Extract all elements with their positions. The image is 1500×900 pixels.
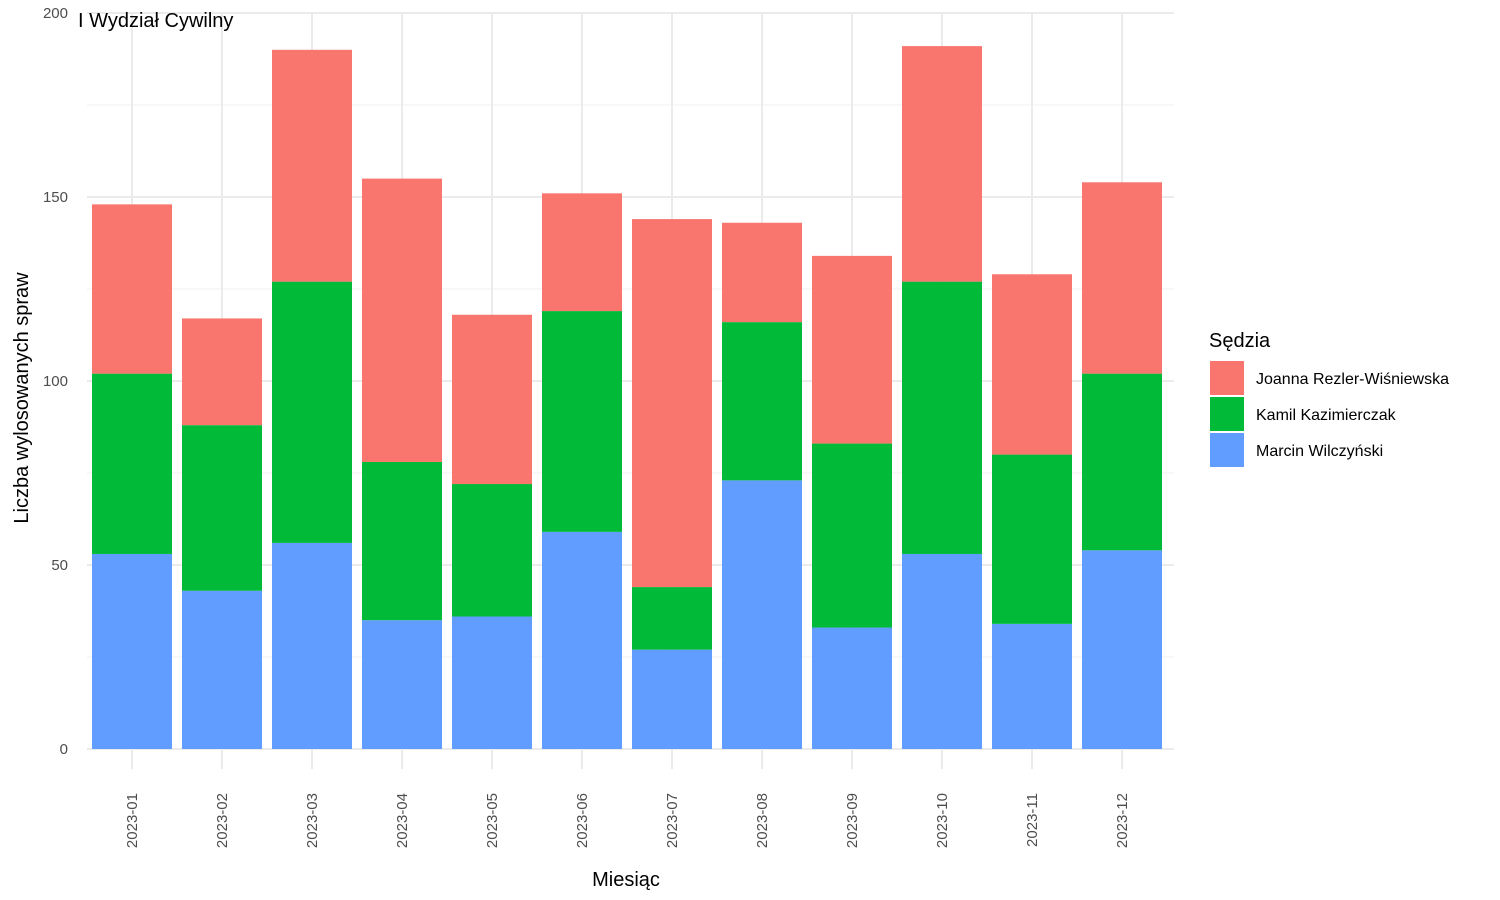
bar-segment (362, 620, 442, 749)
y-tick-label: 150 (43, 189, 68, 206)
bar-segment (632, 649, 712, 749)
bar-segment (632, 587, 712, 650)
x-tick-label: 2023-11 (1024, 793, 1041, 847)
y-tick-label: 200 (43, 5, 68, 22)
x-tick-label: 2023-09 (844, 793, 861, 848)
bar-segment (1082, 550, 1162, 749)
y-axis-ticks: 0 50 100 150 200 (43, 5, 68, 758)
bar-segment (902, 46, 982, 282)
bar-segment (992, 454, 1072, 624)
bar-segment (182, 425, 262, 591)
bar-segment (992, 274, 1072, 455)
x-tick-label: 2023-06 (574, 793, 591, 848)
legend-swatch (1210, 433, 1244, 467)
x-tick-label: 2023-01 (124, 793, 141, 848)
bar-segment (182, 318, 262, 426)
bar-segment (362, 178, 442, 462)
bar-segment (722, 480, 802, 749)
bar-segment (272, 281, 352, 543)
bar-segment (812, 627, 892, 749)
legend-label: Kamil Kazimierczak (1256, 407, 1397, 424)
x-tick-label: 2023-03 (304, 793, 321, 848)
y-axis-title: Liczba wylosowanych spraw (11, 272, 33, 524)
bar-segment (362, 461, 442, 621)
legend-label: Joanna Rezler-Wiśniewska (1256, 371, 1449, 388)
bar-segment (902, 553, 982, 749)
bar-segment (632, 219, 712, 588)
x-tick-label: 2023-12 (1114, 793, 1131, 848)
bar-segment (812, 255, 892, 444)
legend: Sędzia Joanna Rezler-Wiśniewska Kamil Kaz… (1209, 330, 1449, 467)
facet-label: I Wydział Cywilny (78, 10, 233, 32)
bar-segment (722, 322, 802, 481)
bar-segment (1082, 373, 1162, 551)
legend-title: Sędzia (1209, 330, 1271, 352)
x-axis-ticks: 2023-01 2023-02 2023-03 2023-04 2023-05 2023-… (124, 793, 1131, 848)
bar-segment (452, 314, 532, 485)
bar-segment (92, 373, 172, 554)
bar-segment (812, 443, 892, 628)
legend-swatch (1210, 361, 1244, 395)
bar-segment (992, 623, 1072, 749)
x-tick-label: 2023-04 (394, 793, 411, 848)
bar-segment (182, 590, 262, 749)
bar-segment (722, 222, 802, 323)
x-axis-title: Miesiąc (592, 869, 660, 891)
bar-segment (92, 204, 172, 374)
y-tick-label: 0 (60, 741, 68, 758)
x-tick-label: 2023-10 (934, 793, 951, 848)
bar-segment (452, 616, 532, 749)
bar-segment (542, 311, 622, 532)
y-tick-label: 50 (51, 557, 68, 574)
x-tick-label: 2023-05 (484, 793, 501, 848)
legend-items: Joanna Rezler-Wiśniewska Kamil Kazimiercz… (1210, 361, 1449, 467)
x-tick-label: 2023-08 (754, 793, 771, 848)
bar-segment (272, 542, 352, 749)
bar-segment (1082, 182, 1162, 374)
bar-segment (272, 49, 352, 282)
y-tick-label: 100 (43, 373, 68, 390)
legend-swatch (1210, 397, 1244, 431)
bars (92, 46, 1162, 749)
bar-segment (902, 281, 982, 554)
x-tick-label: 2023-02 (214, 793, 231, 848)
x-tick-label: 2023-07 (664, 793, 681, 848)
bar-segment (452, 484, 532, 617)
bar-segment (92, 553, 172, 749)
legend-label: Marcin Wilczyński (1256, 443, 1383, 460)
bar-segment (542, 193, 622, 312)
bar-segment (542, 531, 622, 749)
